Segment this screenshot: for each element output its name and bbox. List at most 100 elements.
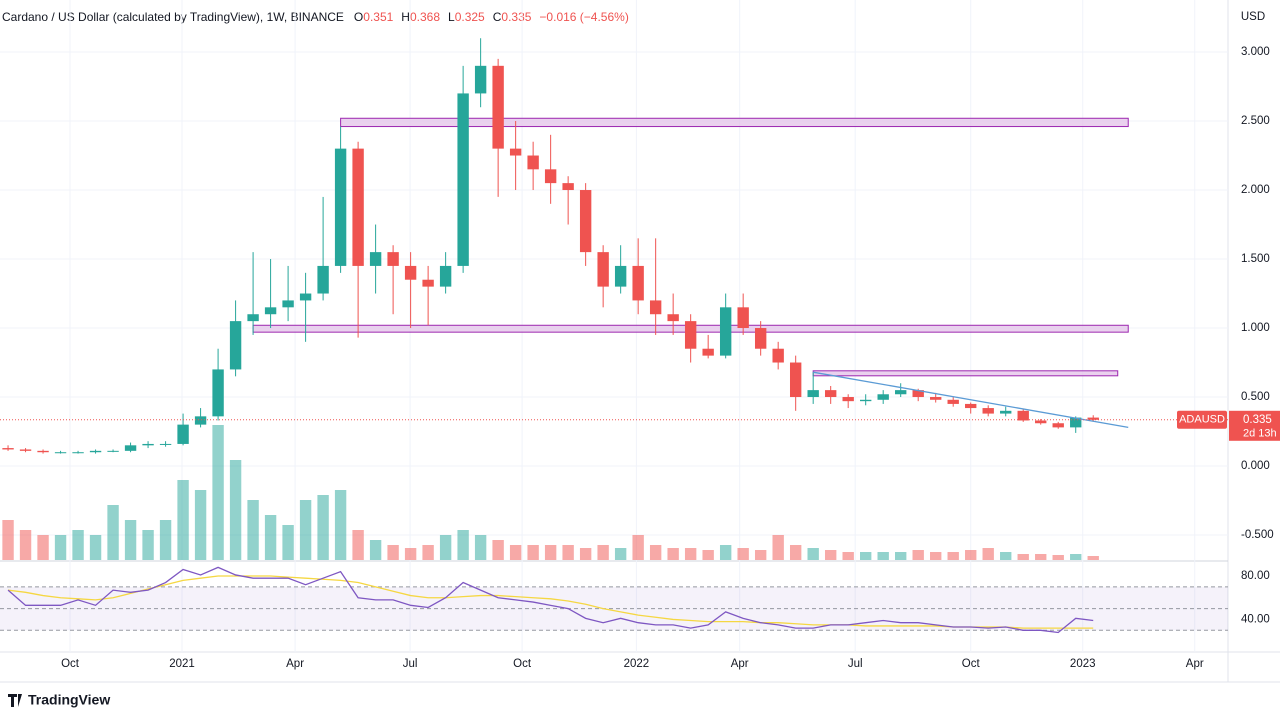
volume-bar bbox=[860, 552, 872, 560]
y-tick-label: 0.500 bbox=[1241, 391, 1270, 403]
candle-body bbox=[404, 265, 417, 280]
volume-bar bbox=[124, 520, 137, 560]
candle-body bbox=[824, 390, 837, 398]
zone bbox=[340, 117, 1129, 128]
x-tick-label: Apr bbox=[731, 658, 749, 670]
candle-body bbox=[37, 450, 49, 453]
candle-body bbox=[527, 155, 539, 170]
ohlc-value: 0.335 bbox=[501, 10, 531, 24]
countdown: 2d 13h bbox=[1243, 428, 1277, 440]
rsi-tick-label: 80.00 bbox=[1241, 570, 1270, 582]
ohlc-letter: C bbox=[493, 10, 502, 24]
volume-bar bbox=[439, 535, 452, 560]
y-tick-label: 2.500 bbox=[1241, 115, 1270, 127]
volume-bar bbox=[159, 520, 172, 560]
volume-bar bbox=[614, 548, 627, 560]
symbol-title: Cardano / US Dollar (calculated by Tradi… bbox=[2, 10, 629, 24]
candle-body bbox=[544, 169, 557, 184]
x-tick-label: Apr bbox=[286, 658, 304, 670]
volume-bar bbox=[404, 548, 417, 560]
candle-body bbox=[947, 399, 959, 404]
candle-body bbox=[1035, 420, 1047, 424]
candle-body bbox=[754, 328, 767, 349]
candle-body bbox=[142, 443, 154, 446]
candle-body bbox=[177, 424, 189, 444]
volume-bar bbox=[1052, 555, 1064, 560]
volume-bar bbox=[579, 548, 592, 560]
volume-bar bbox=[597, 545, 609, 560]
candle-body bbox=[317, 265, 329, 294]
candle-body bbox=[1017, 410, 1029, 421]
volume-bar bbox=[842, 552, 854, 560]
candle-body bbox=[247, 314, 259, 322]
candle-body bbox=[492, 65, 504, 149]
candle-body bbox=[562, 183, 574, 191]
candle-body bbox=[474, 65, 487, 94]
x-tick-label: Oct bbox=[513, 658, 532, 670]
symbol-tag bbox=[1177, 410, 1227, 429]
volume-bar bbox=[509, 545, 522, 560]
brand: TradingView bbox=[28, 692, 110, 708]
volume-bar bbox=[19, 530, 32, 560]
candle-body bbox=[912, 390, 924, 398]
candle-body bbox=[684, 321, 697, 349]
candle-body bbox=[1000, 410, 1012, 414]
rsi-tick-label: 40.00 bbox=[1241, 613, 1270, 625]
zone bbox=[812, 370, 1119, 377]
candle-body bbox=[789, 362, 802, 398]
y-tick-label: 3.000 bbox=[1241, 46, 1270, 58]
volume-bar bbox=[142, 530, 154, 560]
candle-body bbox=[352, 148, 364, 266]
candle-body bbox=[54, 452, 67, 454]
candle-body bbox=[299, 293, 312, 301]
candle-body bbox=[702, 348, 714, 356]
x-tick-label: 2021 bbox=[169, 658, 195, 670]
candle-body bbox=[387, 252, 399, 266]
volume-bar bbox=[107, 505, 119, 560]
x-tick-label: Oct bbox=[962, 658, 981, 670]
volume-bar bbox=[1070, 554, 1082, 560]
volume-bar bbox=[72, 530, 84, 560]
volume-bar bbox=[527, 545, 539, 560]
volume-bar bbox=[719, 545, 732, 560]
volume-bar bbox=[1035, 554, 1047, 560]
volume-bar bbox=[772, 535, 784, 560]
volume-bar bbox=[807, 548, 819, 560]
logo-icon bbox=[8, 694, 22, 707]
price-tag bbox=[1229, 410, 1280, 441]
candle-body bbox=[667, 314, 679, 322]
ohlc-value: 0.368 bbox=[410, 10, 440, 24]
candle-body bbox=[614, 265, 627, 287]
candle-body bbox=[930, 397, 942, 400]
y-tick-label: 2.000 bbox=[1241, 184, 1270, 196]
volume-bar bbox=[334, 490, 347, 560]
change: −0.016 (−4.56%) bbox=[539, 10, 628, 24]
candle-body bbox=[649, 300, 662, 315]
candle-body bbox=[597, 252, 609, 287]
ohlc-value: 0.351 bbox=[363, 10, 393, 24]
candle-body bbox=[282, 300, 294, 308]
candle-body bbox=[159, 443, 172, 445]
volume-bar bbox=[212, 425, 224, 560]
y-tick-label: 0.000 bbox=[1241, 460, 1270, 472]
y-tick-label: 1.000 bbox=[1241, 322, 1270, 334]
candle-body bbox=[422, 279, 434, 287]
volume-bar bbox=[877, 552, 889, 560]
candle-body bbox=[264, 307, 277, 315]
candle-body bbox=[737, 307, 749, 329]
candle-body bbox=[965, 403, 977, 409]
volume-bar bbox=[1017, 554, 1029, 560]
rsi-line bbox=[7, 575, 1094, 629]
candle-body bbox=[194, 416, 207, 425]
volume-bar bbox=[474, 535, 487, 560]
rsi-line bbox=[7, 566, 1094, 634]
candle-body bbox=[439, 265, 452, 287]
volume-bar bbox=[702, 550, 714, 560]
volume-bar bbox=[317, 495, 329, 560]
volume-bar bbox=[2, 520, 14, 560]
ohlc-letter: L bbox=[448, 10, 455, 24]
volume-bar bbox=[457, 530, 469, 560]
volume-bar bbox=[562, 545, 574, 560]
volume-bar bbox=[387, 545, 399, 560]
volume-bar bbox=[54, 535, 67, 560]
